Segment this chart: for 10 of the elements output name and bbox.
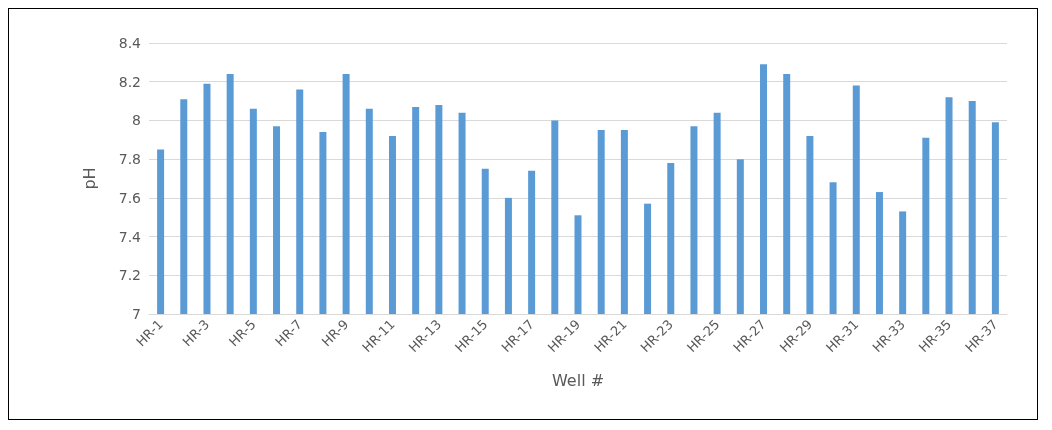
y-tick-label: 7.8 bbox=[118, 151, 141, 168]
y-tick-label: 8.2 bbox=[118, 73, 141, 90]
y-tick-label: 8.4 bbox=[118, 35, 142, 51]
x-axis-title: Well # bbox=[551, 370, 605, 390]
y-tick-label: 7.2 bbox=[118, 267, 141, 284]
y-tick-label: 8 bbox=[132, 112, 141, 129]
y-tick-label: 7.6 bbox=[118, 189, 142, 206]
y-tick-label: 7 bbox=[132, 306, 141, 322]
y-axis-title: pH bbox=[79, 167, 99, 190]
y-tick-label: 7.4 bbox=[118, 228, 142, 245]
